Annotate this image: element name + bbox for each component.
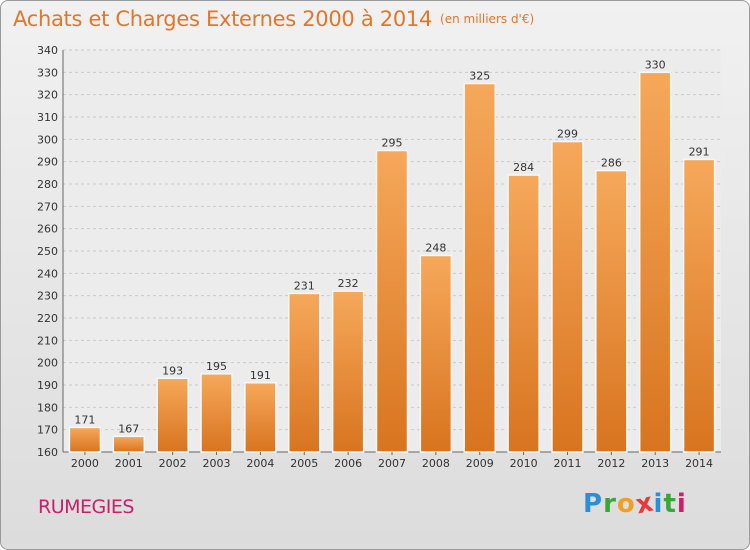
y-tick-label: 230	[37, 290, 58, 303]
x-tick-label: 2003	[203, 457, 231, 470]
bar-value-label: 231	[294, 279, 315, 292]
brand-letter: t	[663, 489, 677, 519]
x-tick-label: 2009	[466, 457, 494, 470]
bar-value-label: 325	[469, 70, 490, 83]
y-tick-label: 200	[37, 357, 58, 370]
y-tick-label: 300	[37, 133, 58, 146]
bar-value-label: 295	[382, 137, 403, 150]
chart-title: Achats et Charges Externes 2000 à 2014 (e…	[13, 7, 534, 31]
bar	[331, 290, 365, 453]
brand-letter: i	[676, 489, 687, 519]
x-tick-label: 2007	[378, 457, 406, 470]
bar	[507, 174, 540, 453]
brand-letter: r	[603, 489, 617, 519]
y-tick-label: 340	[37, 44, 58, 57]
bar	[551, 140, 584, 453]
bar-value-label: 286	[601, 157, 622, 170]
x-tick-label: 2000	[71, 457, 99, 470]
bar	[375, 149, 409, 453]
bar	[68, 426, 102, 453]
x-tick-label: 2011	[553, 457, 581, 470]
chart-title-text: Achats et Charges Externes 2000 à 2014	[13, 7, 433, 31]
y-tick-label: 220	[37, 312, 58, 325]
x-tick-label: 2005	[290, 457, 318, 470]
bar	[112, 435, 146, 453]
bar	[156, 377, 189, 453]
y-tick-label: 250	[37, 245, 58, 258]
bar	[200, 373, 233, 453]
x-tick-label: 2006	[334, 457, 362, 470]
brand-letter: P	[583, 489, 604, 519]
brand-logo: Proxiti	[583, 487, 687, 520]
chart-unit-label: (en milliers d'€)	[440, 12, 535, 26]
y-tick-label: 190	[37, 379, 58, 392]
x-tick-label: 2013	[641, 457, 669, 470]
x-tick-label: 2014	[685, 457, 713, 470]
y-tick-label: 180	[37, 401, 58, 414]
x-tick-label: 2008	[422, 457, 450, 470]
y-tick-label: 170	[37, 424, 58, 437]
brand-letter: i	[653, 489, 664, 519]
bar-value-label: 284	[513, 161, 534, 174]
bar	[419, 254, 453, 453]
bar	[682, 158, 716, 453]
x-tick-label: 2012	[597, 457, 625, 470]
y-tick-label: 270	[37, 200, 58, 213]
y-tick-label: 160	[37, 446, 58, 459]
bar-value-label: 167	[118, 422, 139, 435]
y-tick-label: 330	[37, 66, 58, 79]
bar	[638, 71, 672, 453]
bar-value-label: 248	[425, 241, 446, 254]
y-tick-label: 260	[37, 223, 58, 236]
y-tick-label: 290	[37, 156, 58, 169]
bar-value-label: 171	[74, 413, 95, 426]
y-tick-label: 240	[37, 267, 58, 280]
bar-value-label: 291	[689, 145, 710, 158]
brand-letter: o	[616, 489, 636, 519]
x-tick-label: 2004	[246, 457, 274, 470]
bar	[463, 82, 496, 453]
y-tick-label: 280	[37, 178, 58, 191]
y-tick-label: 210	[37, 334, 58, 347]
x-tick-label: 2002	[159, 457, 187, 470]
bar-value-label: 232	[338, 277, 359, 290]
y-tick-label: 310	[37, 111, 58, 124]
bar-value-label: 191	[250, 369, 271, 382]
bar	[288, 292, 321, 453]
bar	[244, 382, 277, 453]
bar-value-label: 195	[206, 360, 227, 373]
bar	[595, 169, 628, 453]
x-tick-label: 2001	[115, 457, 143, 470]
commune-name: RUMEGIES	[38, 496, 134, 518]
x-tick-label: 2010	[510, 457, 538, 470]
bar-value-label: 299	[557, 128, 578, 141]
bar-value-label: 330	[645, 58, 666, 71]
y-tick-label: 320	[37, 89, 58, 102]
bar-value-label: 193	[162, 364, 183, 377]
